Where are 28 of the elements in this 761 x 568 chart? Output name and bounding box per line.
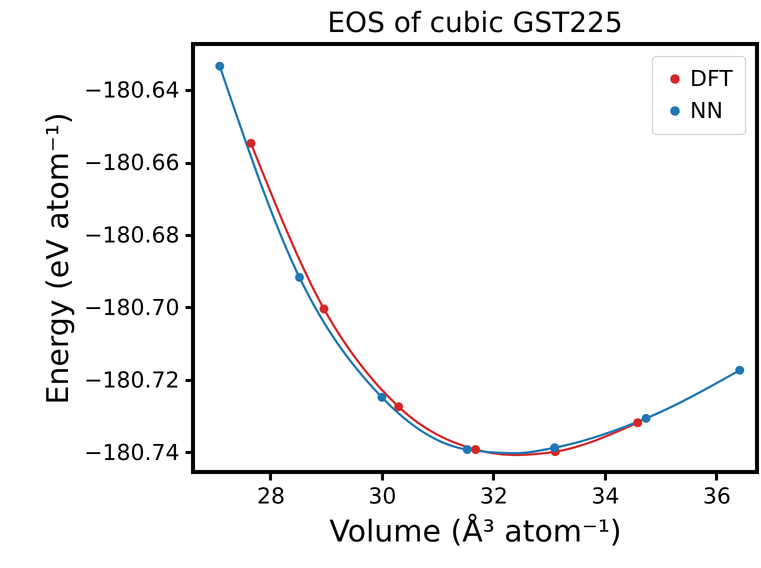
point — [642, 414, 651, 423]
chart-title: EOS of cubic GST225 — [327, 6, 623, 39]
point — [471, 445, 480, 454]
y-tick-label: −180.72 — [84, 368, 180, 394]
legend-label: NN — [690, 99, 723, 124]
point — [377, 392, 386, 402]
y-tick-label: −180.70 — [84, 296, 180, 321]
point — [550, 443, 560, 452]
point — [215, 62, 224, 71]
x-axis-title: Volume (Å³ atom⁻¹) — [329, 514, 622, 550]
legend-label: DFT — [690, 67, 734, 92]
point — [735, 366, 744, 375]
y-axis-title: Energy (eV atom⁻¹) — [41, 112, 76, 405]
y-tick-label: −180.68 — [84, 223, 180, 248]
point — [294, 272, 304, 282]
point — [319, 304, 328, 314]
point — [246, 138, 256, 148]
x-tick-label: 28 — [256, 484, 285, 510]
x-tick-label: 30 — [368, 484, 396, 510]
x-tick-label: 36 — [702, 484, 731, 510]
point — [394, 402, 404, 412]
point — [462, 445, 472, 454]
x-tick-label: 34 — [591, 484, 620, 510]
point — [633, 418, 642, 428]
x-tick-label: 32 — [480, 484, 508, 510]
y-tick-label: −180.66 — [84, 151, 180, 176]
y-tick-label: −180.74 — [84, 440, 180, 466]
y-tick-label: −180.64 — [84, 78, 180, 104]
